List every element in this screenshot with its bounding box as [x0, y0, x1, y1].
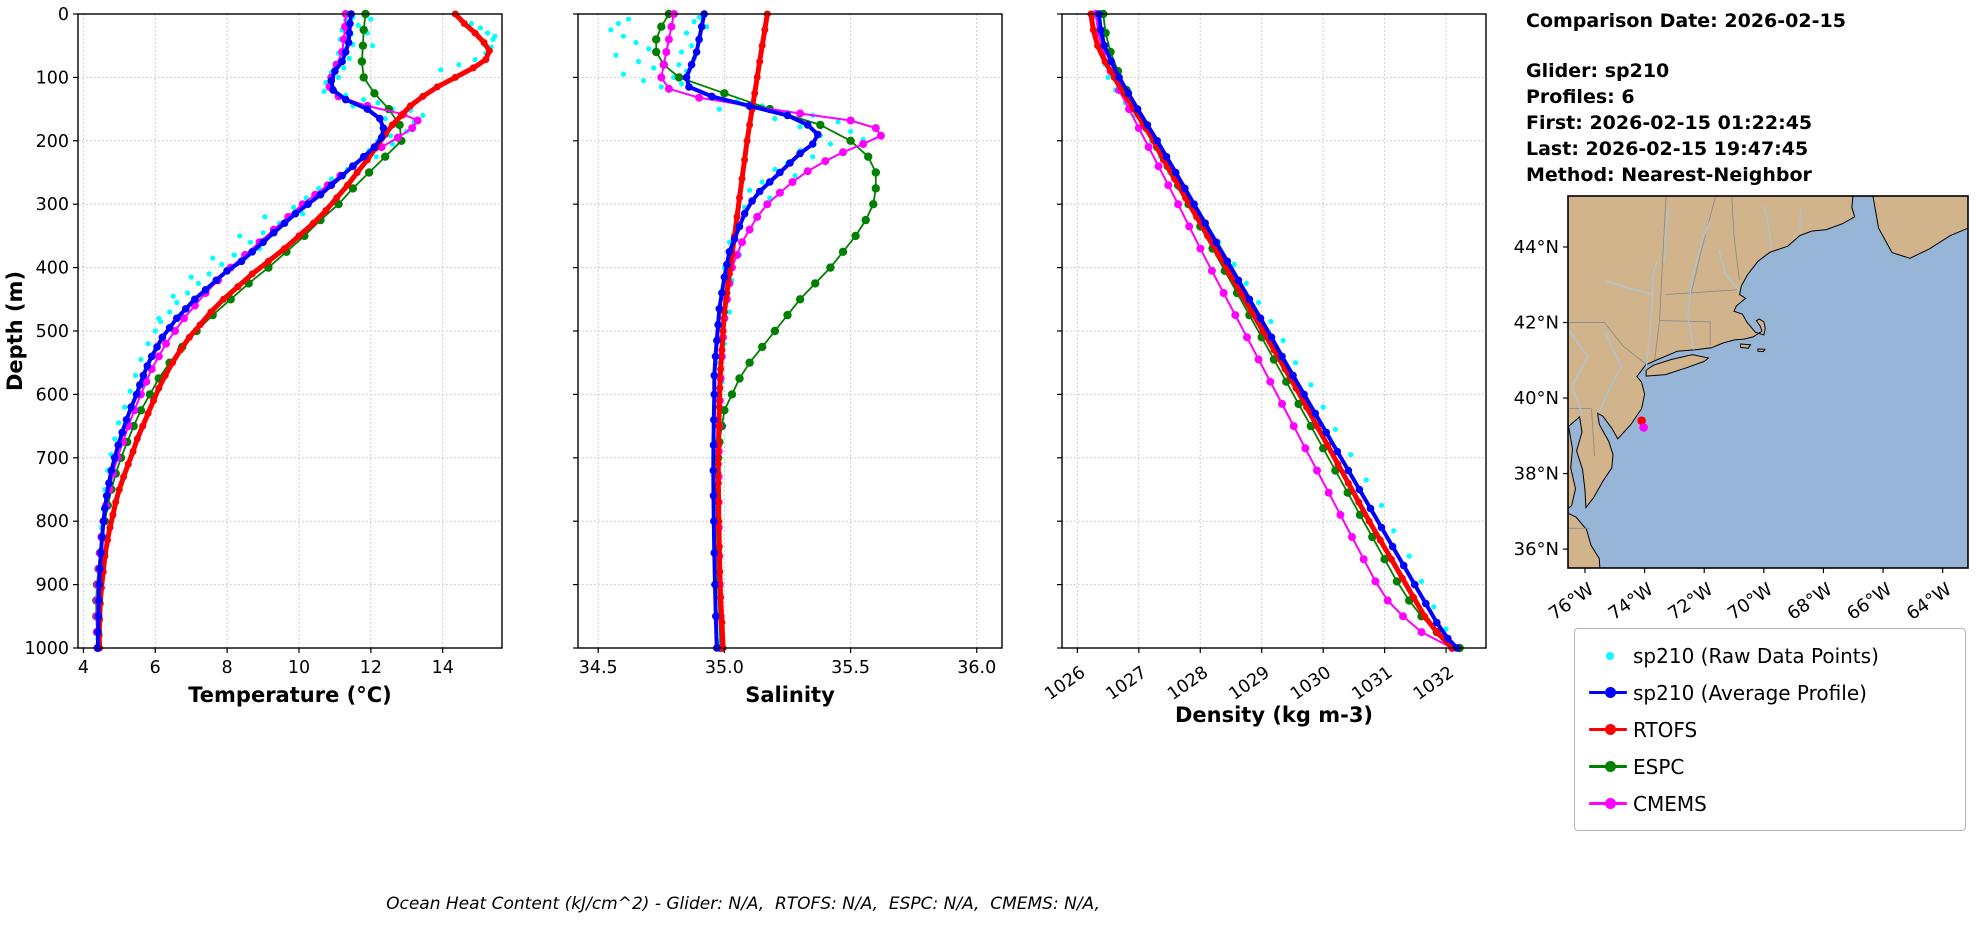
state-borders [1568, 196, 1740, 529]
series-rtofs [714, 10, 771, 652]
svg-text:42°N: 42°N [1514, 313, 1559, 334]
density-profile-chart: 1026 1027 1028 1029 1030 1031 1032 Density (kg … [1041, 9, 1487, 727]
series-avg [1095, 10, 1461, 652]
svg-text:64°W: 64°W [1903, 579, 1956, 625]
series-cmems [1091, 10, 1457, 652]
svg-text:40°N: 40°N [1514, 388, 1559, 409]
svg-text:10: 10 [288, 658, 310, 678]
series-avg [94, 10, 388, 652]
svg-text:400: 400 [36, 259, 69, 279]
map-tick-marks [1563, 246, 1944, 573]
salinity-profile-chart: 34.5 35.0 35.5 36.0 Salinity [573, 9, 1003, 707]
svg-text:74°W: 74°W [1605, 579, 1658, 625]
legend: sp210 (Raw Data Points) sp210 (Average Pr… [1574, 628, 1966, 831]
glider-line: Glider: sp210 [1526, 60, 1670, 82]
svg-text:1028: 1028 [1164, 663, 1212, 705]
svg-text:34.5: 34.5 [579, 658, 618, 678]
axis-tick-marks [1057, 13, 1447, 653]
axis-tick-labels: 34.5 35.0 35.5 36.0 [579, 658, 997, 678]
svg-text:0: 0 [58, 5, 69, 25]
map-frame [1567, 195, 1969, 569]
legend-item-rtofs: RTOFS [1587, 711, 1953, 748]
svg-text:36.0: 36.0 [957, 658, 996, 678]
legend-label-rtofs: RTOFS [1633, 717, 1698, 742]
legend-label-cmems: CMEMS [1633, 791, 1707, 816]
legend-marker-raw-icon [1587, 637, 1633, 674]
svg-text:35.5: 35.5 [831, 658, 870, 678]
svg-text:1000: 1000 [24, 639, 69, 659]
svg-text:4: 4 [78, 658, 89, 678]
glider-location-marker [1639, 423, 1648, 432]
legend-item-raw: sp210 (Raw Data Points) [1587, 637, 1953, 674]
last-time-line: Last: 2026-02-15 19:47:45 [1526, 138, 1809, 160]
axis-tick-labels: 4 6 8 10 12 14 0 100 200 300 400 500 600 700 800 900 100… [24, 5, 453, 678]
series-avg [682, 10, 822, 652]
svg-text:14: 14 [432, 658, 454, 678]
x-axis-label: Density (kg m-3) [1175, 703, 1373, 727]
rivers [1568, 205, 1802, 416]
svg-text:700: 700 [36, 449, 69, 469]
svg-text:6: 6 [150, 658, 161, 678]
temperature-profile-chart: 4 6 8 10 12 14 0 100 200 300 400 500 600 700 800 900 100… [3, 5, 503, 707]
ohc-footer: Ocean Heat Content (kJ/cm^2) - Glider: N… [386, 894, 1100, 914]
glider-location-marker [1637, 416, 1646, 425]
x-axis-label: Temperature (°C) [188, 683, 391, 707]
svg-text:38°N: 38°N [1514, 464, 1559, 485]
svg-text:70°W: 70°W [1724, 579, 1777, 625]
location-map: 44°N 42°N 40°N 38°N 36°N 76°W 74°W 72°W 70°W 68°W… [1514, 195, 1969, 625]
gridlines [78, 13, 502, 649]
svg-text:300: 300 [36, 195, 69, 215]
method-line: Method: Nearest-Neighbor [1526, 164, 1812, 186]
raw-data-scatter [608, 14, 866, 645]
svg-text:100: 100 [36, 68, 69, 88]
legend-marker-rtofs-icon [1587, 711, 1633, 748]
spacer [1526, 34, 1976, 58]
legend-marker-avg-icon [1587, 674, 1633, 711]
svg-text:1030: 1030 [1287, 663, 1335, 705]
svg-text:900: 900 [36, 576, 69, 596]
svg-text:66°W: 66°W [1843, 579, 1896, 625]
svg-text:68°W: 68°W [1784, 579, 1837, 625]
legend-label-raw: sp210 (Raw Data Points) [1633, 643, 1879, 668]
axis-tick-labels: 1026 1027 1028 1029 1030 1031 1032 [1041, 663, 1458, 705]
svg-text:1031: 1031 [1349, 663, 1397, 705]
svg-text:12: 12 [360, 658, 382, 678]
svg-text:1032: 1032 [1410, 663, 1458, 705]
svg-text:44°N: 44°N [1514, 237, 1559, 258]
legend-item-espc: ESPC [1587, 748, 1953, 785]
first-time-line: First: 2026-02-15 01:22:45 [1526, 112, 1813, 134]
profiles-line: Profiles: 6 [1526, 86, 1635, 108]
legend-item-cmems: CMEMS [1587, 785, 1953, 822]
svg-text:8: 8 [222, 658, 233, 678]
svg-text:800: 800 [36, 512, 69, 532]
comparison-date-line: Comparison Date: 2026-02-15 [1526, 10, 1846, 32]
svg-text:72°W: 72°W [1664, 579, 1717, 625]
y-axis-label: Depth (m) [3, 271, 27, 391]
svg-text:1026: 1026 [1041, 663, 1089, 705]
metadata-panel: Comparison Date: 2026-02-15 Glider: sp21… [1526, 8, 1976, 188]
svg-text:200: 200 [36, 132, 69, 152]
legend-item-avg: sp210 (Average Profile) [1587, 674, 1953, 711]
svg-text:35.0: 35.0 [705, 658, 744, 678]
land-polygons [1568, 196, 1968, 568]
axis-tick-marks [73, 13, 444, 653]
svg-text:1029: 1029 [1226, 663, 1274, 705]
svg-text:1027: 1027 [1103, 663, 1151, 705]
axis-tick-marks [573, 13, 978, 653]
x-axis-label: Salinity [745, 683, 835, 707]
legend-marker-cmems-icon [1587, 785, 1633, 822]
gridlines [578, 13, 1002, 649]
legend-label-avg: sp210 (Average Profile) [1633, 680, 1867, 705]
svg-text:600: 600 [36, 385, 69, 405]
legend-marker-espc-icon [1587, 748, 1633, 785]
svg-text:500: 500 [36, 322, 69, 342]
svg-text:36°N: 36°N [1514, 539, 1559, 560]
series-rtofs [95, 10, 493, 652]
svg-text:76°W: 76°W [1545, 579, 1598, 625]
legend-label-espc: ESPC [1633, 754, 1685, 779]
raw-data-scatter [1093, 14, 1461, 651]
